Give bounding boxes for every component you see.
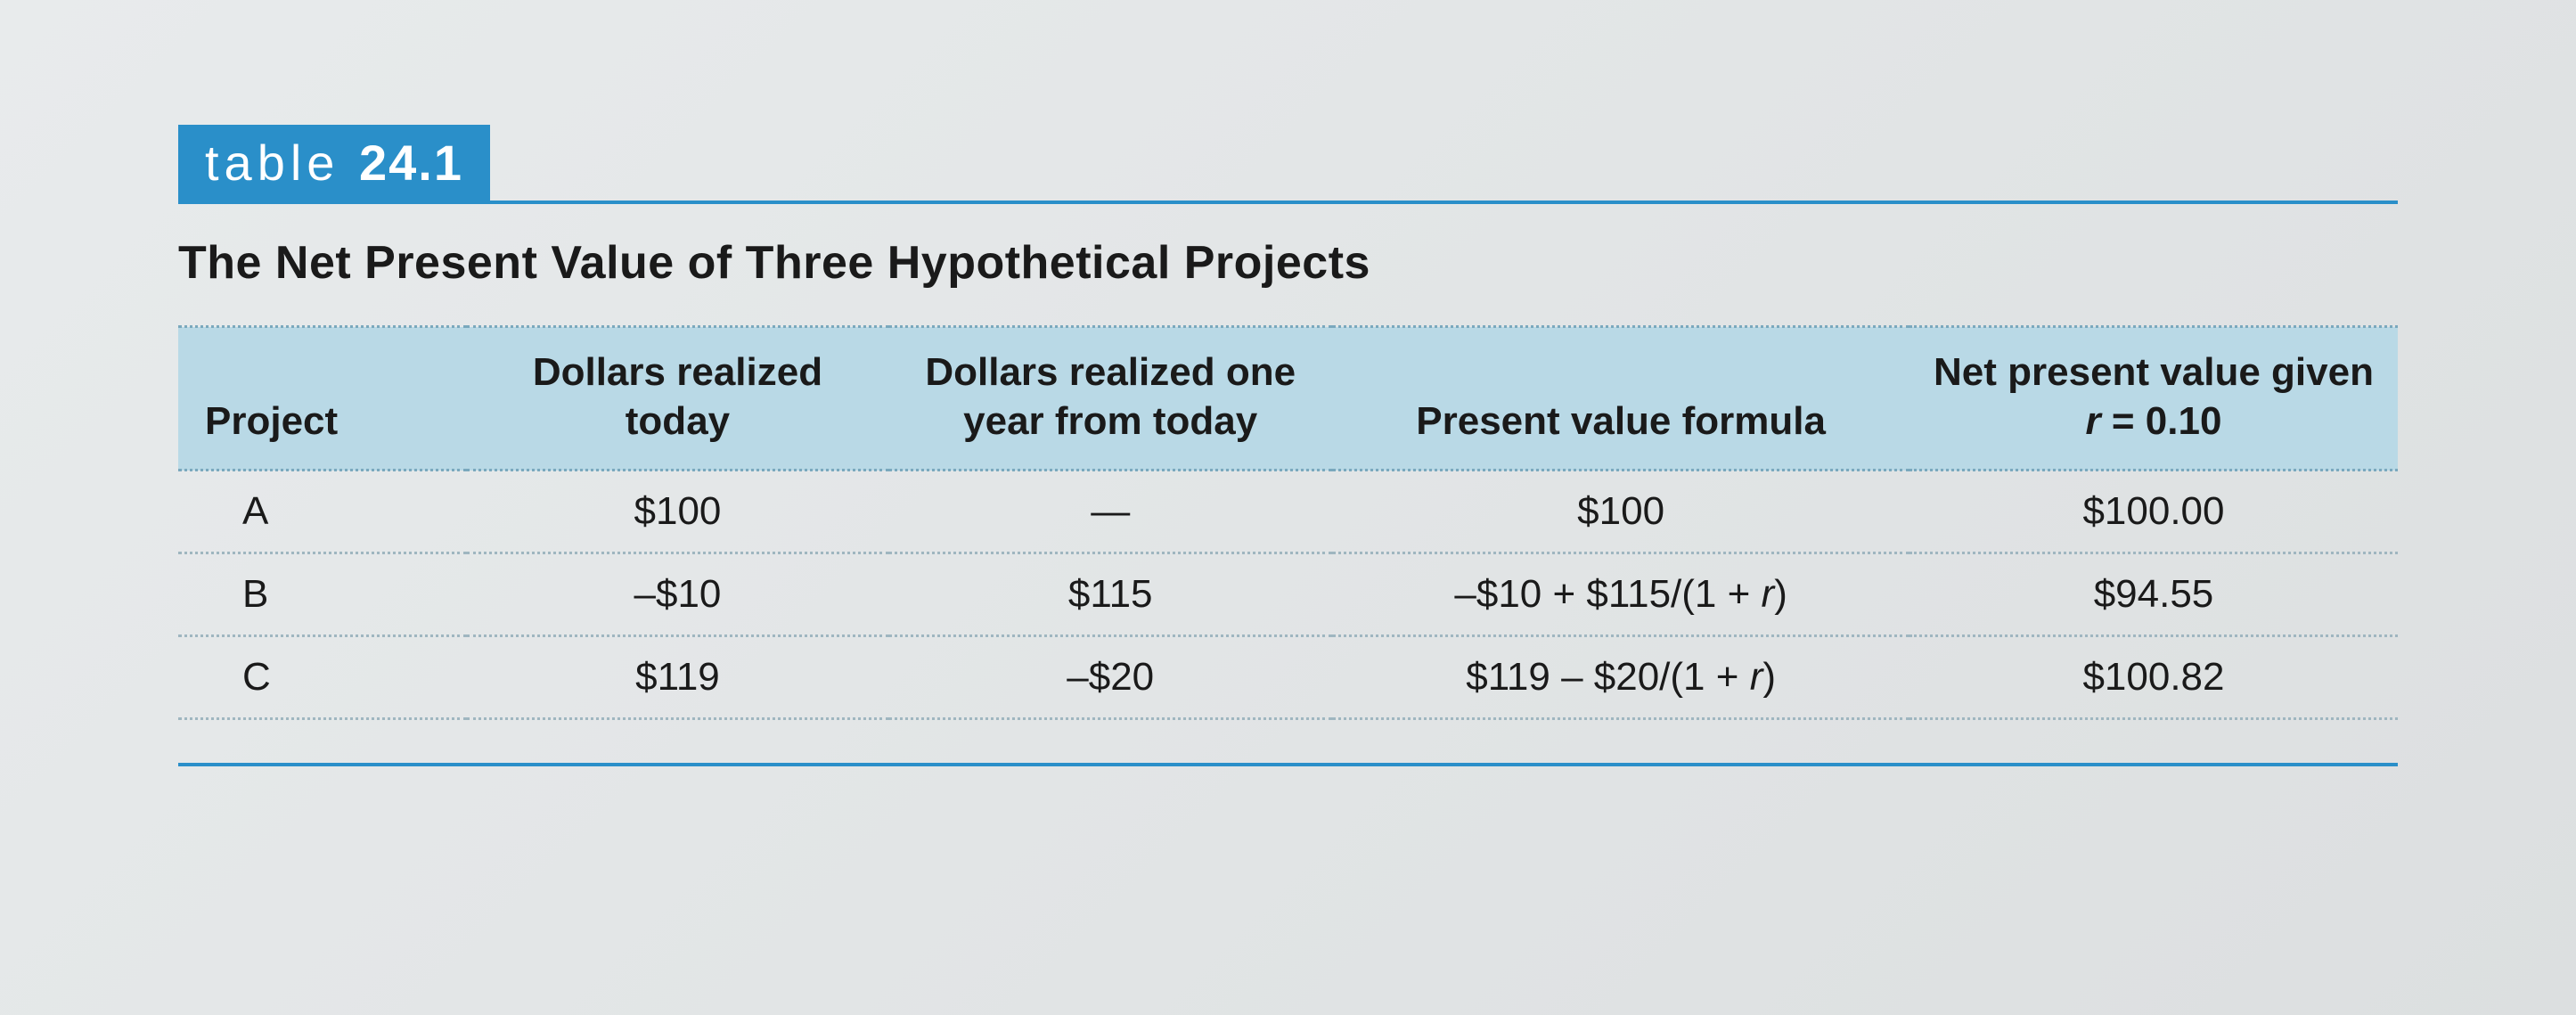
cell-project: B	[178, 553, 467, 636]
table-label-block: table 24.1	[178, 125, 2398, 204]
bottom-rule	[178, 763, 2398, 766]
cell-formula: $119 – $20/(1 + r)	[1332, 636, 1910, 719]
npv-table: Project Dollars realized today Dollars r…	[178, 325, 2398, 720]
top-rule	[490, 201, 2398, 204]
cell-one-year: $115	[888, 553, 1332, 636]
cell-npv: $100.00	[1910, 471, 2398, 553]
table-label-number: 24.1	[359, 135, 463, 191]
cell-formula: –$10 + $115/(1 + r)	[1332, 553, 1910, 636]
cell-project: A	[178, 471, 467, 553]
cell-npv: $94.55	[1910, 553, 2398, 636]
cell-npv: $100.82	[1910, 636, 2398, 719]
table-label: table 24.1	[178, 125, 490, 204]
cell-today: $100	[467, 471, 888, 553]
table-title: The Net Present Value of Three Hypotheti…	[178, 236, 2398, 290]
col-formula: Present value formula	[1332, 327, 1910, 471]
cell-one-year: —	[888, 471, 1332, 553]
table-row: C $119 –$20 $119 – $20/(1 + r) $100.82	[178, 636, 2398, 719]
col-npv: Net present value given r = 0.10	[1910, 327, 2398, 471]
cell-today: –$10	[467, 553, 888, 636]
col-today: Dollars realized today	[467, 327, 888, 471]
table-row: A $100 — $100 $100.00	[178, 471, 2398, 553]
cell-project: C	[178, 636, 467, 719]
page-container: table 24.1 The Net Present Value of Thre…	[0, 0, 2576, 766]
table-body: A $100 — $100 $100.00 B –$10 $115 –$10 +…	[178, 471, 2398, 719]
table-header: Project Dollars realized today Dollars r…	[178, 327, 2398, 471]
cell-formula: $100	[1332, 471, 1910, 553]
table-row: B –$10 $115 –$10 + $115/(1 + r) $94.55	[178, 553, 2398, 636]
table-label-prefix: table	[205, 135, 359, 191]
col-project: Project	[178, 327, 467, 471]
cell-today: $119	[467, 636, 888, 719]
col-one-year: Dollars realized one year from today	[888, 327, 1332, 471]
cell-one-year: –$20	[888, 636, 1332, 719]
